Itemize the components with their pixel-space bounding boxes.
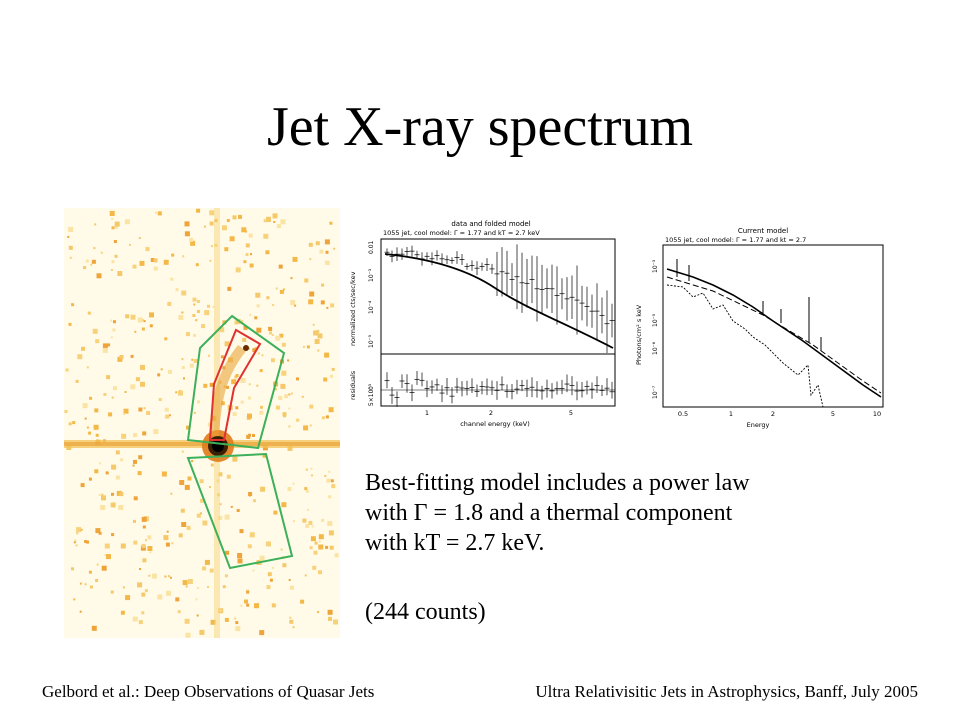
plot-left-ytick-2: 10⁻³ xyxy=(368,268,375,282)
plot-right-xtick-3: 2 xyxy=(771,410,775,418)
plot-right-ytick-3: 10⁻⁶ xyxy=(652,341,659,355)
plot-left-ytick-1: 0.01 xyxy=(368,240,375,254)
plot-left-xtick-3: 5 xyxy=(569,409,573,417)
plot-right-emission-lines xyxy=(676,259,822,351)
plot-right-xlabel: Energy xyxy=(747,421,770,429)
plot-right-xtick-5: 10 xyxy=(873,410,881,418)
plot-left-title: data and folded model xyxy=(451,220,530,228)
plot-right-ylabel: Photons/cm² s keV xyxy=(635,304,643,365)
spectrum-plot-data-folded: data and folded model 1055 jet, cool mod… xyxy=(349,220,616,428)
counts-text: (244 counts) xyxy=(365,599,486,625)
plot-right-ytick-4: 10⁻⁷ xyxy=(652,385,659,399)
footer-left: Gelbord et al.: Deep Observations of Qua… xyxy=(42,682,375,701)
plot-left-ytick-4: 10⁻⁵ xyxy=(368,334,375,348)
plot-right-ytick-1: 10⁻³ xyxy=(652,259,659,273)
slide-title: Jet X-ray spectrum xyxy=(266,96,694,158)
red-jet-region xyxy=(208,328,262,441)
plot-left-data-points xyxy=(384,244,615,353)
slide-body-text: Best-fitting model includes a power law … xyxy=(365,468,885,558)
plot-left-ytick-5: 0 xyxy=(368,386,375,390)
plot-left-xlabel: channel energy (keV) xyxy=(460,420,530,428)
body-line-3: with kT = 2.7 keV. xyxy=(365,530,545,556)
plot-left-residual-points xyxy=(384,371,615,407)
plot-right-title: Current model xyxy=(738,227,788,235)
plot-left-ylabel-top: normalized cts/sec/kev xyxy=(349,271,357,346)
plot-left-subtitle: 1055 jet, cool model: Γ = 1.77 and kT = … xyxy=(383,229,540,237)
plot-left-ytick-3: 10⁻⁴ xyxy=(368,300,375,314)
plot-left-xtick-2: 2 xyxy=(489,409,493,417)
footer-right: Ultra Relativisitic Jets in Astrophysics… xyxy=(535,682,918,701)
xray-image xyxy=(64,208,340,638)
plot-left-xtick-1: 1 xyxy=(425,409,429,417)
plot-right-powerlaw-component xyxy=(666,276,882,394)
body-line-2: with Γ = 1.8 and a thermal component xyxy=(365,500,733,526)
xray-speckles xyxy=(64,208,339,638)
plot-left-ytick-6: 5×10⁻³ xyxy=(368,383,375,406)
plot-right-xtick-2: 1 xyxy=(729,410,733,418)
plot-right-xtick-1: 0.5 xyxy=(678,410,688,418)
plot-right-xtick-4: 5 xyxy=(831,410,835,418)
plot-left-ylabel-bottom: residuals xyxy=(349,370,357,400)
plot-right-total-model xyxy=(666,268,882,398)
green-region-upper xyxy=(186,314,286,450)
green-region-lower xyxy=(186,452,294,570)
plot-left-model-curve xyxy=(384,253,614,349)
body-line-1: Best-fitting model includes a power law xyxy=(365,470,750,496)
plot-right-ytick-2: 10⁻⁵ xyxy=(652,313,659,327)
plot-right-subtitle: 1055 jet, cool model: Γ = 1.77 and kt = … xyxy=(665,236,806,244)
spectrum-plot-current-model: Current model 1055 jet, cool model: Γ = … xyxy=(635,227,884,429)
plot-right-thermal-component xyxy=(666,284,824,408)
